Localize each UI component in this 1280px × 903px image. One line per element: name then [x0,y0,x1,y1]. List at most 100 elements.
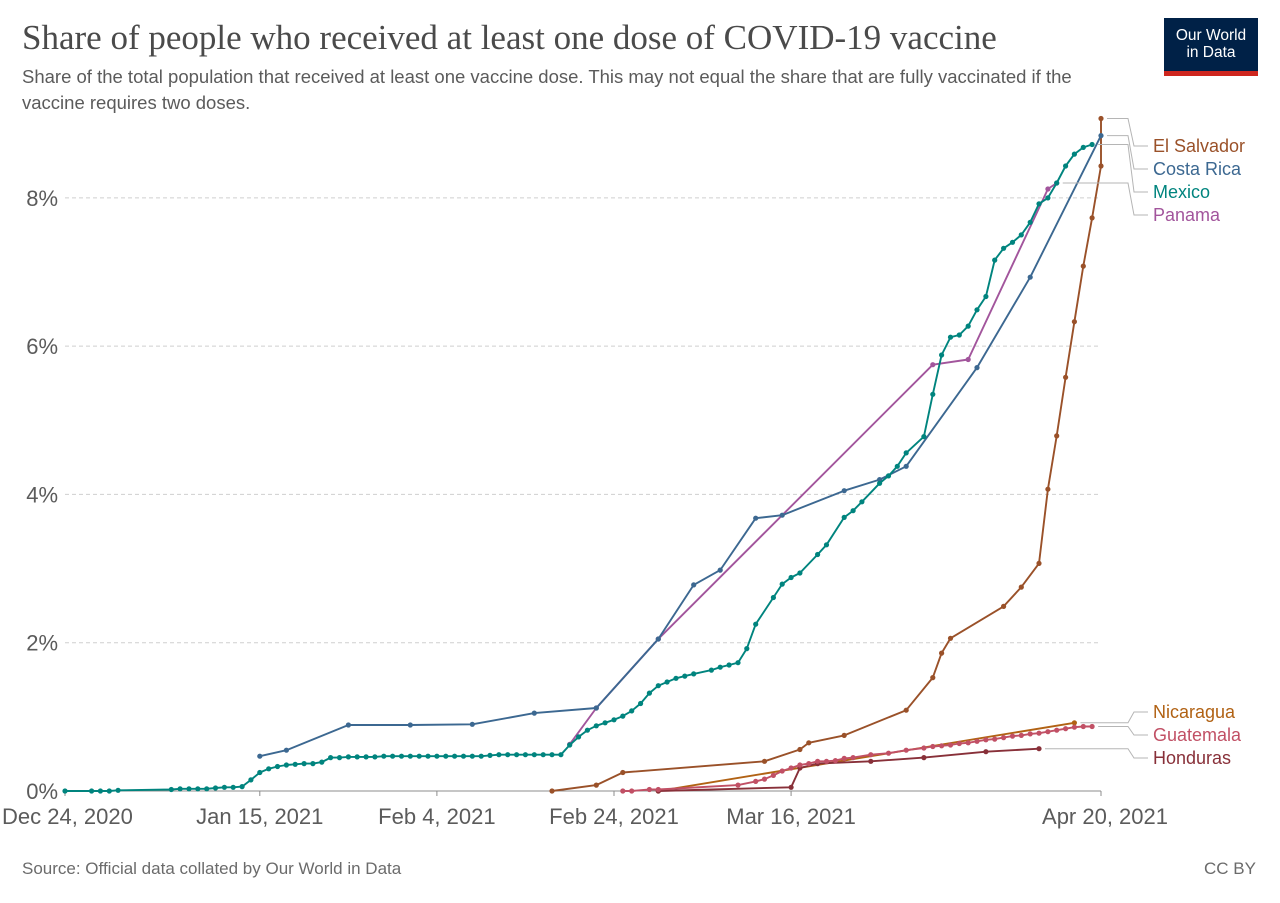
owid-logo[interactable]: Our World in Data [1164,18,1258,76]
data-point [97,788,103,794]
data-point [823,542,830,548]
data-point [974,365,980,371]
data-point [726,662,732,668]
data-point [841,755,847,762]
legend-label-honduras: Honduras [1153,748,1231,768]
data-point [177,786,183,792]
data-point [832,758,839,764]
data-point [691,671,697,677]
data-point [1080,144,1086,150]
data-point [682,673,688,679]
logo-line-2: in Data [1186,44,1236,61]
data-point [230,784,236,790]
series-line [568,182,1058,745]
data-point [1080,723,1086,730]
data-point [655,683,661,689]
data-point [1045,186,1051,192]
data-point [956,332,962,338]
legend-label-nicaragua: Nicaragua [1153,702,1236,722]
data-point [452,753,458,759]
data-point [1063,726,1069,732]
data-point [1036,560,1042,567]
data-point [947,635,954,641]
data-point [1036,201,1042,207]
data-point [266,766,272,772]
data-point [850,508,856,514]
data-point [629,788,635,794]
data-point [850,755,856,761]
legend-label-panama: Panama [1153,205,1221,225]
data-point [735,782,741,788]
data-point [487,752,493,759]
data-point [921,755,927,761]
data-point [593,782,599,788]
data-point [1018,232,1024,238]
data-point [1071,724,1077,730]
data-point [1045,729,1051,735]
data-point [496,752,502,758]
series-line [658,721,1075,792]
legend-connector-guatemala [1098,726,1148,736]
data-point [717,567,723,573]
series-line [551,118,1102,792]
data-point [1098,163,1104,169]
data-point [761,758,768,764]
series-line [259,135,1102,758]
data-point [319,759,325,765]
data-point [549,752,555,758]
data-point [292,761,298,767]
data-point [505,752,511,758]
license-link[interactable]: CC BY [1204,859,1256,878]
data-point [797,762,803,768]
data-point [939,743,945,749]
data-point [921,434,927,440]
data-point [761,776,768,782]
data-point [115,787,121,793]
legend-connector-honduras [1045,748,1148,759]
x-axis: Dec 24, 2020 Jan 15, 2021 Feb 4, 2021 Feb 2… [2,790,1168,829]
data-point [841,732,847,739]
data-point [620,769,626,776]
legend-connector-costa-rica [1107,135,1148,170]
data-point [894,463,900,469]
data-point [1054,433,1060,439]
data-point [877,480,883,486]
data-point [257,769,263,776]
data-point [283,762,289,768]
data-point [443,753,449,759]
data-point [629,708,635,714]
data-point [1027,731,1033,737]
data-point [398,753,405,759]
data-point [903,463,909,469]
data-point [877,477,883,483]
data-point [815,551,821,558]
data-point [1089,141,1095,148]
data-point [885,750,892,756]
data-point [788,784,794,790]
x-tick-label: Dec 24, 2020 [2,804,133,829]
data-point [1001,735,1007,741]
data-point [930,675,936,681]
data-point [708,667,715,673]
data-point [868,752,874,758]
data-point [930,743,936,750]
data-point [1080,263,1086,269]
x-tick-label: Feb 4, 2021 [378,804,495,829]
data-point [983,293,989,300]
data-point [992,257,998,263]
data-point [744,646,750,652]
data-point [212,785,219,791]
data-point [903,747,909,753]
data-point [655,636,661,642]
data-point [602,720,608,726]
data-point [469,721,475,727]
data-point [788,765,794,771]
series-line [65,143,1093,792]
legend: El Salvador Costa Rica Mexico Panama Nicarag… [1045,118,1245,768]
series-lines [62,115,1104,794]
data-point [965,356,971,363]
x-tick-label: Feb 24, 2021 [549,804,679,829]
data-point [965,323,971,329]
data-point [1089,215,1095,221]
